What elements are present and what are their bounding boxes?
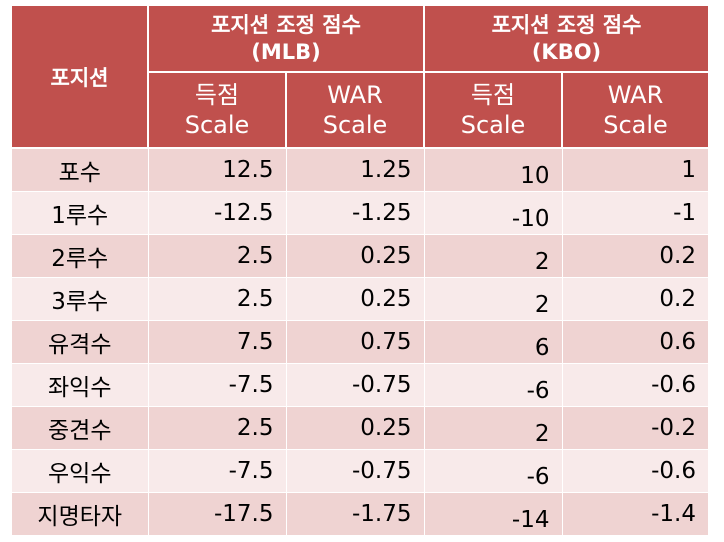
cell-position: 포수	[12, 148, 149, 192]
cell-position: 중견수	[12, 406, 149, 450]
cell-kbo-run: -14	[424, 492, 563, 536]
cell-mlb-run: 2.5	[148, 234, 287, 278]
cell-kbo-war: -0.2	[562, 406, 708, 450]
cell-kbo-war: -0.6	[562, 449, 708, 493]
header-kbo-war-scale: WAR Scale	[562, 72, 708, 149]
table-row: 유격수 7.5 0.75 6 0.6	[12, 320, 708, 364]
cell-mlb-war: -1.75	[286, 492, 425, 536]
table-row: 우익수 -7.5 -0.75 -6 -0.6	[12, 449, 708, 493]
cell-mlb-war: 0.25	[286, 234, 425, 278]
table-row: 포수 12.5 1.25 10 1	[12, 148, 708, 192]
cell-position: 지명타자	[12, 492, 149, 536]
cell-kbo-war: -1	[562, 191, 708, 235]
cell-kbo-run: -6	[424, 363, 563, 407]
cell-position: 1루수	[12, 191, 149, 235]
cell-kbo-war: 0.2	[562, 277, 708, 321]
table-row: 좌익수 -7.5 -0.75 -6 -0.6	[12, 363, 708, 407]
cell-kbo-run: 10	[424, 148, 563, 192]
header-mlb-run-scale: 득점 Scale	[148, 72, 287, 149]
cell-mlb-war: 0.75	[286, 320, 425, 364]
cell-kbo-war: 0.6	[562, 320, 708, 364]
position-adjustment-table: 포지션 포지션 조정 점수 (MLB) 포지션 조정 점수 (KBO) 득점 S…	[12, 6, 708, 536]
cell-kbo-run: 2	[424, 234, 563, 278]
cell-position: 우익수	[12, 449, 149, 493]
cell-mlb-run: 12.5	[148, 148, 287, 192]
cell-kbo-war: -0.6	[562, 363, 708, 407]
cell-mlb-run: -7.5	[148, 449, 287, 493]
position-adjustment-table-container: 포지션 포지션 조정 점수 (MLB) 포지션 조정 점수 (KBO) 득점 S…	[12, 6, 708, 536]
cell-mlb-run: -7.5	[148, 363, 287, 407]
cell-kbo-run: -6	[424, 449, 563, 493]
cell-kbo-run: 2	[424, 277, 563, 321]
cell-kbo-run: -10	[424, 191, 563, 235]
header-mlb-group: 포지션 조정 점수 (MLB)	[148, 6, 425, 73]
cell-mlb-run: 2.5	[148, 277, 287, 321]
table-row: 3루수 2.5 0.25 2 0.2	[12, 277, 708, 321]
header-kbo-run-scale: 득점 Scale	[424, 72, 563, 149]
cell-position: 유격수	[12, 320, 149, 364]
cell-mlb-run: 2.5	[148, 406, 287, 450]
cell-mlb-run: -12.5	[148, 191, 287, 235]
cell-mlb-run: 7.5	[148, 320, 287, 364]
header-kbo-group: 포지션 조정 점수 (KBO)	[424, 6, 708, 73]
table-row: 지명타자 -17.5 -1.75 -14 -1.4	[12, 492, 708, 536]
table-row: 1루수 -12.5 -1.25 -10 -1	[12, 191, 708, 235]
cell-kbo-war: 0.2	[562, 234, 708, 278]
cell-kbo-war: -1.4	[562, 492, 708, 536]
table-row: 중견수 2.5 0.25 2 -0.2	[12, 406, 708, 450]
cell-kbo-run: 2	[424, 406, 563, 450]
cell-mlb-war: -0.75	[286, 363, 425, 407]
header-mlb-war-scale: WAR Scale	[286, 72, 425, 149]
cell-mlb-war: -0.75	[286, 449, 425, 493]
cell-mlb-war: -1.25	[286, 191, 425, 235]
cell-kbo-war: 1	[562, 148, 708, 192]
cell-kbo-run: 6	[424, 320, 563, 364]
cell-position: 3루수	[12, 277, 149, 321]
header-position: 포지션	[12, 6, 149, 149]
cell-mlb-war: 1.25	[286, 148, 425, 192]
cell-mlb-war: 0.25	[286, 277, 425, 321]
cell-position: 2루수	[12, 234, 149, 278]
cell-mlb-run: -17.5	[148, 492, 287, 536]
table-row: 2루수 2.5 0.25 2 0.2	[12, 234, 708, 278]
cell-position: 좌익수	[12, 363, 149, 407]
cell-mlb-war: 0.25	[286, 406, 425, 450]
